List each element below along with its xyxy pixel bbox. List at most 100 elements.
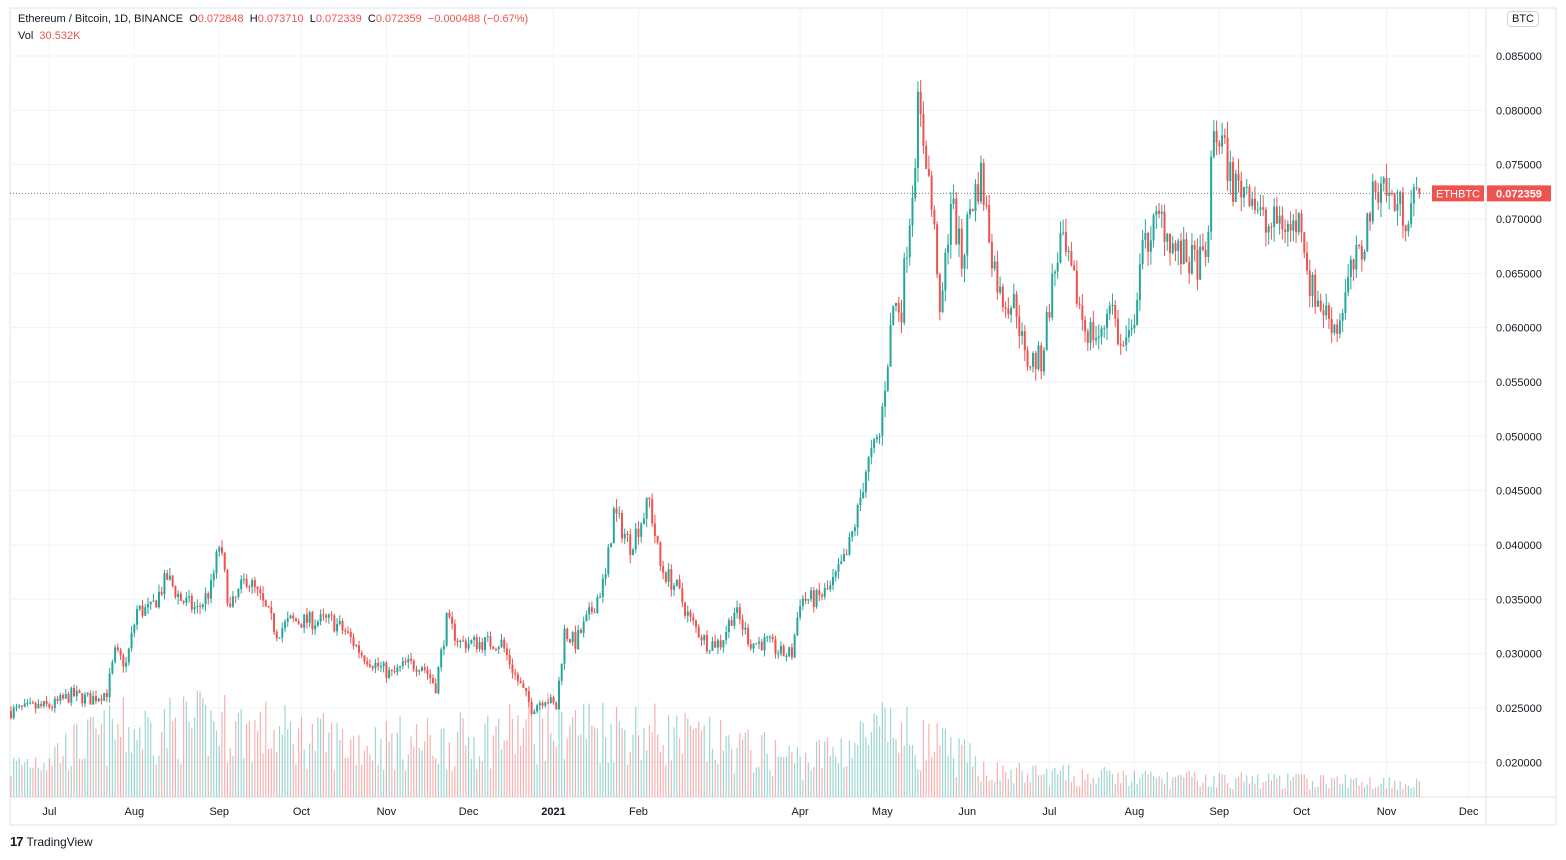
volume-bar: [372, 760, 374, 797]
volume-bar: [48, 758, 50, 797]
candle-body: [689, 611, 692, 617]
candle-body: [615, 508, 618, 514]
candle-body: [1199, 246, 1202, 280]
candle-body: [500, 639, 503, 648]
volume-bar: [358, 735, 360, 797]
volume-bar: [1350, 778, 1352, 797]
volume-bar: [37, 767, 39, 797]
symbol-title[interactable]: Ethereum / Bitcoin, 1D, BINANCE: [18, 13, 184, 25]
volume-bar: [640, 759, 642, 797]
candle-body: [42, 701, 45, 707]
volume-bar: [237, 712, 240, 797]
candle-body: [675, 579, 678, 586]
candle-body: [703, 635, 706, 641]
candle-body: [371, 666, 374, 669]
volume-bar: [1224, 775, 1226, 797]
y-tick-label: 0.040000: [1496, 540, 1542, 552]
volume-bar: [1147, 774, 1149, 797]
candle-body: [684, 602, 687, 616]
candle-body: [149, 601, 152, 605]
candle-body: [157, 591, 160, 608]
candle-body: [300, 623, 303, 628]
volume-bar: [673, 727, 675, 797]
volume-bar: [84, 758, 86, 797]
y-tick-label: 0.025000: [1496, 703, 1542, 715]
candle-body: [31, 702, 34, 704]
candle-body: [1045, 312, 1048, 351]
candle-body: [607, 547, 610, 575]
candle-body: [59, 695, 62, 701]
volume-bar: [440, 728, 442, 797]
volume-bar: [731, 749, 733, 797]
candle-body: [1081, 305, 1084, 320]
volume-bar: [1331, 777, 1333, 797]
candle-body: [530, 701, 533, 714]
volume-bar: [51, 766, 53, 797]
volume-bar: [862, 722, 864, 797]
high-label: H: [249, 13, 258, 25]
candle-body: [656, 535, 659, 543]
candle-body: [136, 609, 139, 625]
volume-bar: [193, 717, 196, 797]
volume-bar: [840, 738, 842, 797]
volume-bar: [328, 732, 330, 797]
volume-bar: [1018, 762, 1020, 797]
volume-bar: [1161, 778, 1163, 797]
candle-body: [344, 630, 347, 632]
candle-body: [832, 576, 834, 586]
candle-body: [1256, 209, 1259, 211]
candle-body: [552, 697, 555, 703]
volume-bar: [1306, 778, 1308, 797]
volume-bar: [1092, 777, 1094, 797]
candle-body: [305, 614, 308, 623]
candle-body: [903, 258, 906, 323]
volume-bar: [774, 739, 777, 797]
candle-body: [730, 620, 733, 626]
volume-bar: [235, 721, 237, 797]
volume-bar: [122, 697, 124, 797]
x-tick-label: Dec: [1459, 806, 1479, 818]
candle-body: [185, 597, 188, 603]
volume-bar: [166, 748, 168, 797]
volume-bar: [454, 766, 456, 797]
candle-body: [864, 471, 867, 493]
candle-body: [459, 640, 462, 643]
candle-body: [807, 599, 810, 601]
volume-bar: [536, 764, 538, 797]
volume-bar: [1358, 785, 1360, 797]
tradingview-logo[interactable]: 17 TradingView: [10, 834, 93, 849]
candle-body: [933, 209, 936, 225]
candle-body: [1374, 181, 1377, 193]
candle-body: [911, 198, 914, 226]
candle-body: [267, 606, 270, 608]
volume-bar: [229, 748, 231, 797]
candle-body: [204, 593, 207, 605]
volume-bar: [89, 717, 92, 797]
volume-bar: [300, 716, 303, 797]
candle-body: [122, 655, 125, 667]
candle-body: [114, 647, 117, 663]
candle-body: [952, 198, 955, 205]
currency-button[interactable]: BTC: [1507, 11, 1539, 27]
candle-body: [1303, 232, 1306, 253]
candle-body: [623, 533, 626, 539]
candle-body: [377, 662, 380, 667]
candle-body: [464, 640, 467, 649]
volume-bar: [1413, 787, 1415, 797]
volume-bar: [65, 733, 67, 797]
volume-label[interactable]: Vol: [18, 30, 34, 42]
candle-body: [319, 614, 322, 622]
volume-bar: [1163, 783, 1166, 797]
candle-body: [588, 607, 591, 615]
volume-bar: [607, 762, 609, 797]
volume-bar: [1139, 778, 1141, 797]
candle-body: [45, 701, 48, 705]
candle-body: [1399, 192, 1402, 205]
volume-bar: [106, 765, 108, 797]
volume-bar: [758, 766, 760, 797]
volume-bar: [1314, 787, 1316, 797]
volume-bar: [67, 770, 70, 797]
x-tick-label: Nov: [377, 806, 397, 818]
